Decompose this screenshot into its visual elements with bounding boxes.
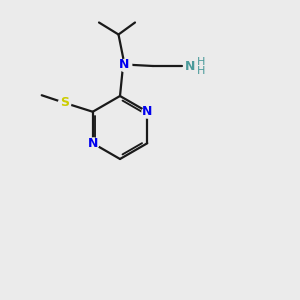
Text: H: H bbox=[197, 65, 205, 76]
Text: N: N bbox=[185, 59, 196, 73]
Text: S: S bbox=[60, 96, 69, 109]
Text: N: N bbox=[142, 105, 152, 118]
Text: N: N bbox=[119, 58, 130, 71]
Text: N: N bbox=[88, 137, 98, 150]
Text: H: H bbox=[197, 56, 205, 67]
